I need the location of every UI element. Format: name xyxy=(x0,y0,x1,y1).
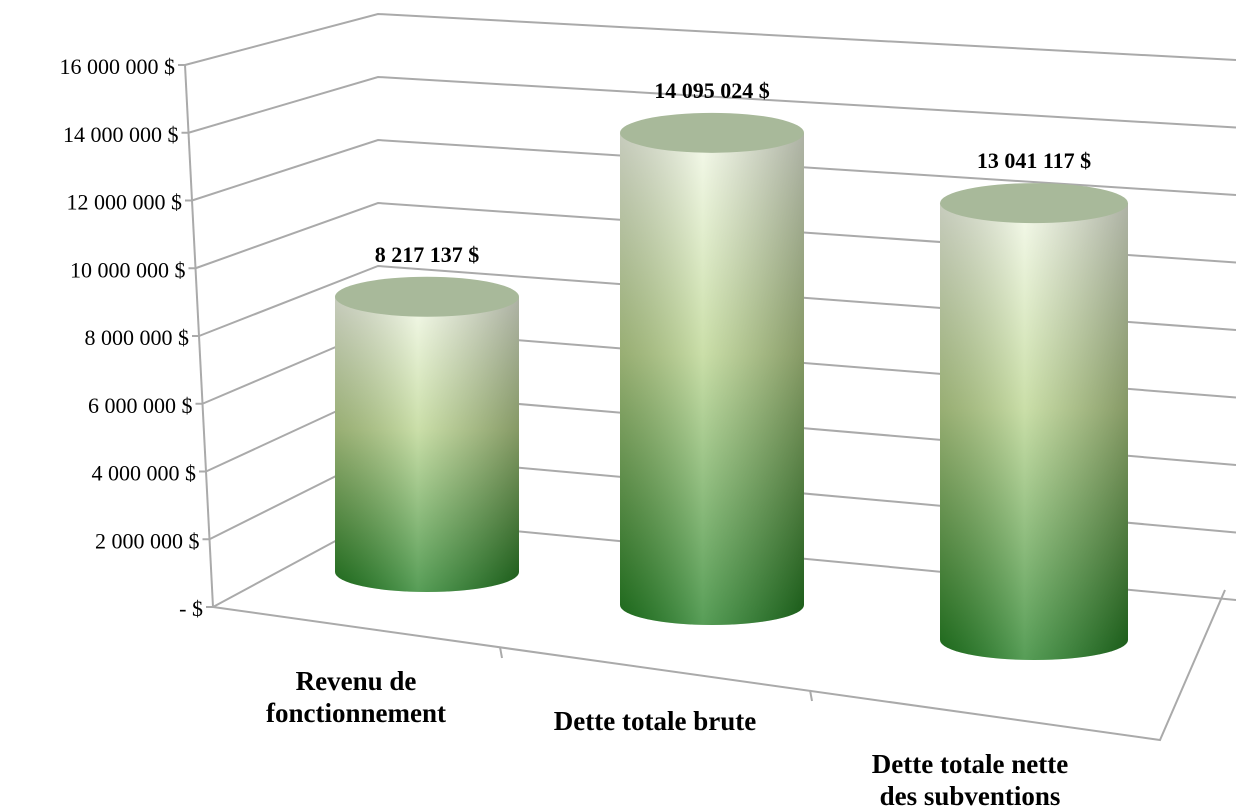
y-tick-label: 8 000 000 $ xyxy=(85,325,190,350)
cylinder-top xyxy=(940,183,1128,224)
x-tick xyxy=(499,646,503,659)
cylinder-top xyxy=(335,276,519,317)
y-tick-label: 12 000 000 $ xyxy=(67,190,183,215)
x-tick-label: Dette totale brute xyxy=(553,706,757,736)
y-tick-label: 16 000 000 $ xyxy=(60,54,176,79)
y-tick-label: 14 000 000 $ xyxy=(63,122,179,147)
y-tick-label: 2 000 000 $ xyxy=(95,528,200,553)
y-tick-label: 4 000 000 $ xyxy=(92,461,197,486)
cylinder-shade xyxy=(620,132,804,625)
value-label: 14 095 024 $ xyxy=(654,78,770,103)
cylinder-shade xyxy=(940,203,1128,661)
x-tick-label: Dette totale nette des subventions xyxy=(871,749,1069,811)
x-tick-label: Revenu de fonctionnement xyxy=(266,666,446,728)
grid-line xyxy=(184,12,1236,66)
y-tick-label: 10 000 000 $ xyxy=(70,257,186,282)
grid-line xyxy=(188,75,1236,134)
floor-edge xyxy=(212,589,1226,742)
cylinder-top xyxy=(620,112,804,153)
cylinder-shade xyxy=(335,296,519,592)
value-label: 13 041 117 $ xyxy=(977,148,1091,173)
x-tick xyxy=(809,689,813,702)
value-label: 8 217 137 $ xyxy=(375,242,480,267)
y-tick-label: - $ xyxy=(179,596,203,621)
y-tick-label: 6 000 000 $ xyxy=(88,393,193,418)
grid-line xyxy=(191,138,1236,202)
